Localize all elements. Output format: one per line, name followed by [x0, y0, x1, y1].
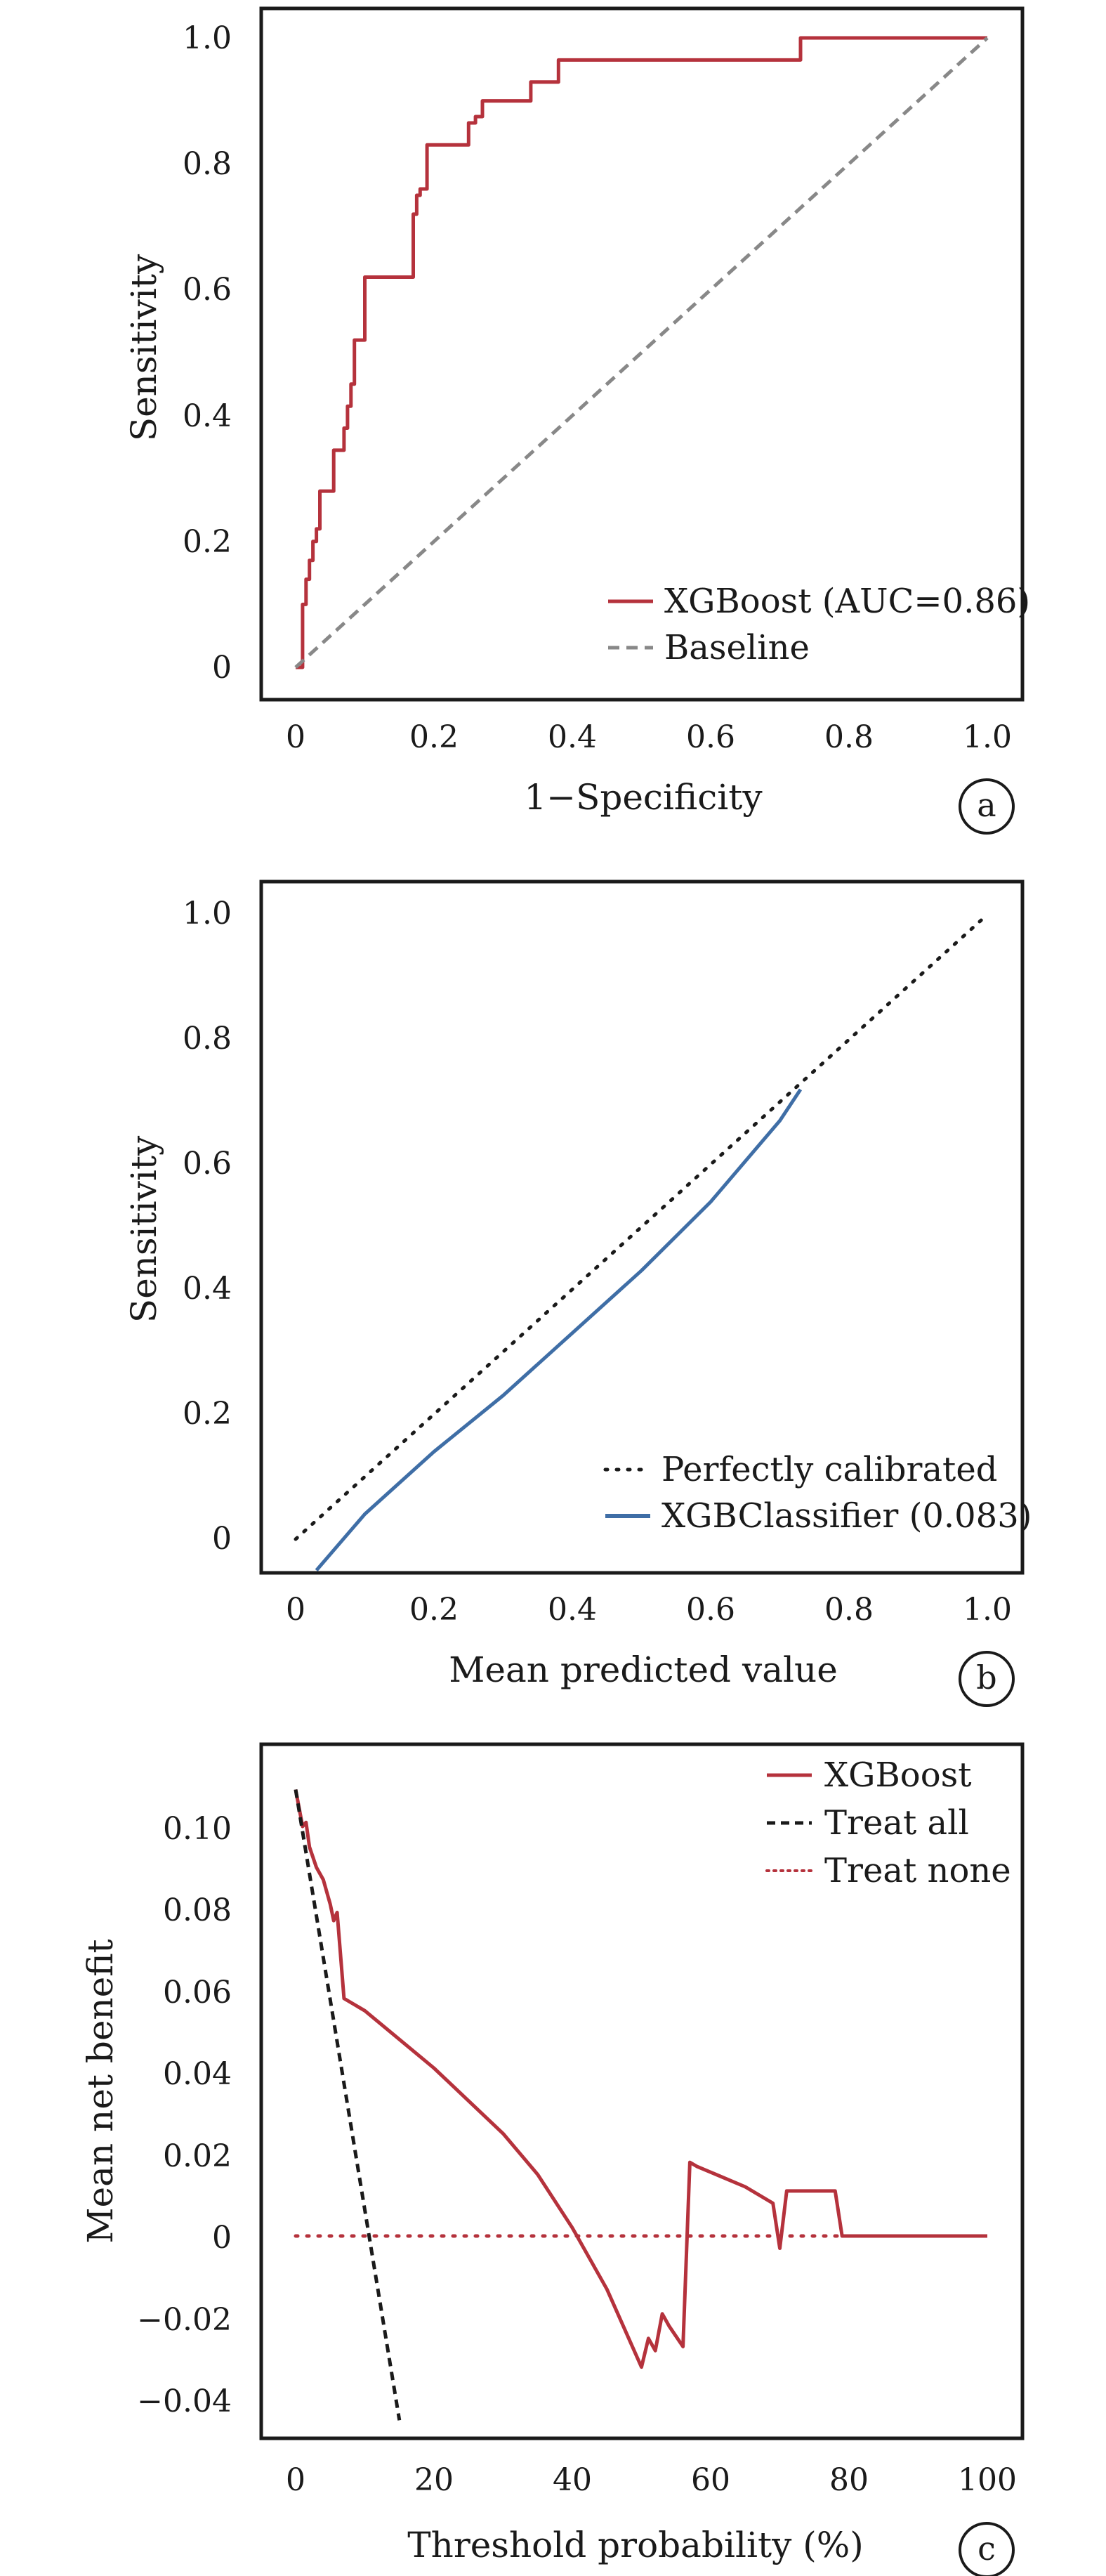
panel-b-y-tick: 1.0 — [183, 896, 232, 931]
panel-c-x-tick: 0 — [286, 2462, 305, 2498]
panel-a-x-axis-label: 1−Specificity — [524, 777, 763, 818]
panel-b-x-tick: 0 — [286, 1592, 305, 1628]
panel-a-plot-frame — [259, 6, 1025, 702]
panel-a-x-tick: 0 — [286, 719, 305, 755]
panel-b-y-tick: 0.6 — [183, 1146, 232, 1182]
panel-c-y-tick: 0 — [212, 2220, 232, 2256]
panel-a-x-ticks: 0 0.2 0.4 0.6 0.8 1.0 — [286, 719, 1012, 755]
panel-c-x-tick: 40 — [553, 2462, 592, 2498]
panel-b-y-ticks: 0 0.2 0.4 0.6 0.8 1.0 — [183, 896, 232, 1557]
panel-c-decision-curve: Mean net benefit Threshold probability (… — [80, 1742, 1025, 2576]
panel-c-y-tick: 0.10 — [163, 1811, 232, 1847]
panel-c-plot-frame — [259, 1742, 1025, 2440]
panel-a-roc-chart: Sensitivity 1−Specificity 0 0.2 0.4 0.6 … — [124, 6, 1030, 835]
panel-c-y-tick: 0.06 — [163, 1975, 232, 2011]
panel-a-legend-label-xgboost: XGBoost (AUC=0.86) — [664, 582, 1030, 621]
panel-b-legend: Perfectly calibrated XGBClassifier (0.08… — [603, 1450, 1032, 1536]
panel-a-y-tick: 0.6 — [183, 272, 232, 308]
panel-c-y-tick: −0.02 — [137, 2302, 232, 2338]
panel-b-x-tick: 0.2 — [409, 1592, 459, 1628]
panel-b-legend-label-classifier: XGBClassifier (0.083) — [661, 1496, 1032, 1536]
panel-b-x-ticks: 0 0.2 0.4 0.6 0.8 1.0 — [286, 1592, 1012, 1628]
panel-b-calibration-chart: Sensitivity Mean predicted value 0 0.2 0… — [124, 880, 1032, 1707]
panel-b-letter-badge: b — [959, 1651, 1015, 1707]
panel-b-series-xgbclassifier-0-083 — [315, 1088, 803, 1572]
panel-b-plot-frame — [259, 880, 1025, 1575]
panel-a-y-tick: 0.4 — [183, 398, 232, 434]
panel-a-y-tick: 0 — [212, 650, 232, 686]
panel-b-x-tick: 0.8 — [824, 1592, 874, 1628]
panel-b-legend-label-calibrated: Perfectly calibrated — [661, 1450, 997, 1489]
panel-c-x-tick: 80 — [829, 2462, 869, 2498]
panel-c-legend-label-xgboost: XGBoost — [824, 1756, 972, 1795]
panel-a-series-baseline — [294, 37, 989, 669]
panel-a-x-tick: 0.2 — [409, 719, 459, 755]
panel-a-y-tick: 0.2 — [183, 524, 232, 560]
panel-a-y-tick: 1.0 — [183, 20, 232, 56]
panel-b-y-tick: 0.2 — [183, 1396, 232, 1432]
panel-c-series-xgboost — [294, 1789, 987, 2369]
panel-a-letter: a — [977, 786, 996, 824]
panel-c-letter: c — [977, 2530, 996, 2568]
panel-a-series-xgboost-auc-0-86 — [296, 36, 987, 669]
panel-a-y-tick: 0.8 — [183, 146, 232, 182]
panel-a-x-tick: 0.8 — [824, 719, 874, 755]
panel-c-x-tick: 60 — [691, 2462, 730, 2498]
panel-c-y-tick: 0.08 — [163, 1892, 232, 1928]
panel-c-letter-badge: c — [959, 2522, 1015, 2576]
panel-c-series-treat-all — [294, 1789, 402, 2421]
panel-c-y-tick: 0.02 — [163, 2138, 232, 2174]
panel-c-y-tick: 0.04 — [163, 2056, 232, 2092]
panel-a-legend-label-baseline: Baseline — [664, 628, 810, 667]
panel-c-legend-label-treat-all: Treat all — [824, 1803, 969, 1843]
panel-b-x-tick: 0.6 — [686, 1592, 735, 1628]
panel-c-y-axis-label: Mean net benefit — [80, 1939, 121, 2243]
panel-b-x-tick: 0.4 — [548, 1592, 597, 1628]
panel-a-letter-circle — [959, 778, 1015, 835]
panel-a-legend: XGBoost (AUC=0.86) Baseline — [608, 582, 1030, 667]
series-layer — [294, 36, 989, 2421]
panel-b-x-tick: 1.0 — [963, 1592, 1012, 1628]
panel-a-y-ticks: 0 0.2 0.4 0.6 0.8 1.0 — [183, 20, 232, 686]
panel-b-letter: b — [976, 1659, 996, 1696]
panel-c-letter-circle — [959, 2522, 1015, 2576]
panel-b-y-tick: 0 — [212, 1521, 232, 1557]
panel-b-x-axis-label: Mean predicted value — [449, 1649, 838, 1690]
panel-c-y-ticks: 0.10 0.08 0.06 0.04 0.02 0 −0.02 −0.04 — [137, 1811, 232, 2419]
panel-a-x-tick: 1.0 — [963, 719, 1012, 755]
panel-b-series-perfectly-calibrated — [294, 913, 989, 1541]
panel-c-x-tick: 100 — [958, 2462, 1017, 2498]
panel-c-y-tick: −0.04 — [137, 2384, 232, 2419]
panel-b-y-tick: 0.4 — [183, 1271, 232, 1307]
panel-a-letter-badge: a — [959, 778, 1015, 835]
panel-a-x-tick: 0.6 — [686, 719, 735, 755]
panel-c-legend-label-treat-none: Treat none — [824, 1851, 1011, 1890]
panel-c-legend: XGBoost Treat all Treat none — [765, 1756, 1011, 1890]
panel-a-x-tick: 0.4 — [548, 719, 597, 755]
panel-b-y-tick: 0.8 — [183, 1021, 232, 1057]
panel-c-x-axis-label: Threshold probability (%) — [407, 2525, 863, 2565]
panel-c-x-tick: 20 — [414, 2462, 454, 2498]
panel-b-y-axis-label: Sensitivity — [124, 1135, 164, 1323]
panel-b-letter-circle — [959, 1651, 1015, 1707]
panel-c-x-ticks: 0 20 40 60 80 100 — [286, 2462, 1017, 2498]
panel-a-y-axis-label: Sensitivity — [124, 254, 164, 441]
